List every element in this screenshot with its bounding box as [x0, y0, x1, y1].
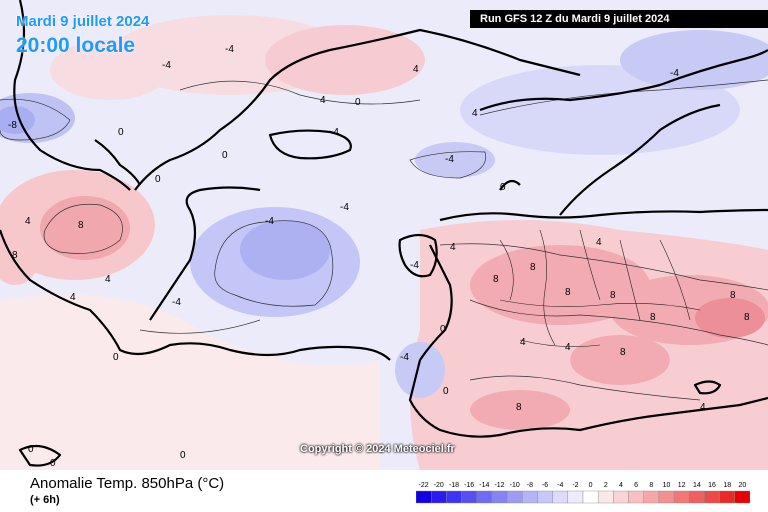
scale-tick-label: 12: [678, 482, 686, 489]
contour-label: 0: [222, 150, 228, 161]
contour-label: 0: [50, 458, 56, 469]
scale-tick-label: -20: [434, 482, 444, 489]
forecast-date: Mardi 9 juillet 2024: [16, 13, 150, 30]
anomaly-map: -4 -4 -4 -4 -4 -4 -4 -4 -4 -4 0 0 0 0 0 …: [0, 0, 768, 470]
contour-label: 4: [596, 237, 602, 248]
scale-tick-label: -16: [464, 482, 474, 489]
scale-tick-label: 2: [604, 482, 608, 489]
scale-tick-label: -6: [542, 482, 548, 489]
contour-label: 4: [472, 108, 478, 119]
scale-swatch: [704, 490, 720, 504]
scale-swatch: [522, 490, 538, 504]
contour-label: 8: [565, 287, 571, 298]
contour-label: 8: [78, 220, 84, 231]
scale-swatch: [416, 490, 432, 504]
scale-swatch: [567, 490, 584, 504]
contour-label: -4: [670, 68, 679, 79]
model-run-label: Run GFS 12 Z du Mardi 9 juillet 2024: [470, 10, 768, 28]
contour-label: 0: [355, 97, 361, 108]
scale-swatch: [430, 490, 447, 504]
contour-label: 0: [443, 386, 449, 397]
contour-label: 8: [650, 312, 656, 323]
contour-label: -8: [8, 120, 17, 131]
scale-tick-label: 6: [634, 482, 638, 489]
scale-tick-label: -14: [479, 482, 489, 489]
scale-swatch: [446, 490, 462, 504]
contour-label: 8: [530, 262, 536, 273]
scale-swatch: [734, 490, 750, 504]
contour-label: 8: [620, 347, 626, 358]
scale-swatch: [658, 490, 675, 504]
scale-tick-label: 4: [619, 482, 623, 489]
contour-label: 0: [118, 127, 124, 138]
scale-swatch: [461, 490, 477, 504]
scale-swatch: [673, 490, 690, 504]
contour-label: 0: [500, 182, 506, 193]
forecast-time: 20:00 locale: [16, 34, 136, 57]
scale-swatch: [719, 490, 736, 504]
contour-label: -4: [162, 60, 171, 71]
contour-label: -4: [265, 216, 274, 227]
scale-tick-label: 8: [649, 482, 653, 489]
contour-label: 0: [155, 174, 161, 185]
scale-tick-label: 18: [723, 482, 731, 489]
contour-label: 4: [565, 342, 571, 353]
contour-label: 4: [320, 95, 326, 106]
forecast-lead-time: (+ 6h): [30, 494, 60, 506]
scale-tick-label: -8: [527, 482, 533, 489]
scale-swatch: [491, 490, 508, 504]
scale-tick-label: 16: [708, 482, 716, 489]
contour-label: 4: [520, 337, 526, 348]
contour-label: -4: [445, 154, 454, 165]
contour-label: 4: [105, 274, 111, 285]
contour-label: 0: [180, 450, 186, 461]
scale-tick-label: -22: [419, 482, 429, 489]
contour-label: -4: [410, 260, 419, 271]
contour-label: 4: [70, 292, 76, 303]
contour-label: 4: [450, 242, 456, 253]
scale-swatch: [582, 490, 599, 504]
contour-label: -4: [400, 352, 409, 363]
contour-label: 4: [413, 64, 419, 75]
scale-tick-label: -4: [557, 482, 563, 489]
scale-swatch: [506, 490, 523, 504]
scale-tick-label: 0: [589, 482, 593, 489]
scale-swatch: [552, 490, 569, 504]
scale-swatch: [689, 490, 705, 504]
contour-label: 8: [516, 402, 522, 413]
scale-swatch: [597, 490, 614, 504]
contour-label: 8: [610, 290, 616, 301]
contour-label: 0: [440, 324, 446, 335]
contour-label: 8: [493, 274, 499, 285]
contour-label: 8: [12, 250, 18, 261]
scale-swatch: [643, 490, 660, 504]
copyright-text: Copyright © 2024 Meteociel.fr: [300, 443, 455, 455]
scale-swatch: [537, 490, 553, 504]
contour-label: -4: [225, 44, 234, 55]
contour-label: -4: [340, 202, 349, 213]
scale-tick-label: 10: [663, 482, 671, 489]
scale-tick-label: 14: [693, 482, 701, 489]
contour-label: 0: [113, 352, 119, 363]
contour-label: 4: [25, 216, 31, 227]
contour-label: 4: [700, 402, 706, 413]
contour-label: 8: [744, 312, 750, 323]
scale-swatch: [628, 490, 644, 504]
scale-tick-label: -12: [494, 482, 504, 489]
scale-swatch: [613, 490, 629, 504]
scale-tick-label: -2: [572, 482, 578, 489]
scale-tick-label: -10: [510, 482, 520, 489]
contour-labels: -4 -4 -4 -4 -4 -4 -4 -4 -4 -4 0 0 0 0 0 …: [8, 44, 750, 469]
contour-label: 0: [28, 444, 34, 455]
contour-label: 8: [730, 290, 736, 301]
scale-swatch: [476, 490, 493, 504]
color-scale-legend: -22 -20 -18 -16 -14 -12 -10 -8 -6 -4 -2 0 2 4 6 8 10 12 14…: [416, 482, 750, 504]
map-variable-title: Anomalie Temp. 850hPa (°C): [30, 475, 225, 492]
scale-tick-label: 20: [739, 482, 747, 489]
contour-label: -4: [330, 127, 339, 138]
scale-tick-label: -18: [449, 482, 459, 489]
contour-label: -4: [172, 297, 181, 308]
